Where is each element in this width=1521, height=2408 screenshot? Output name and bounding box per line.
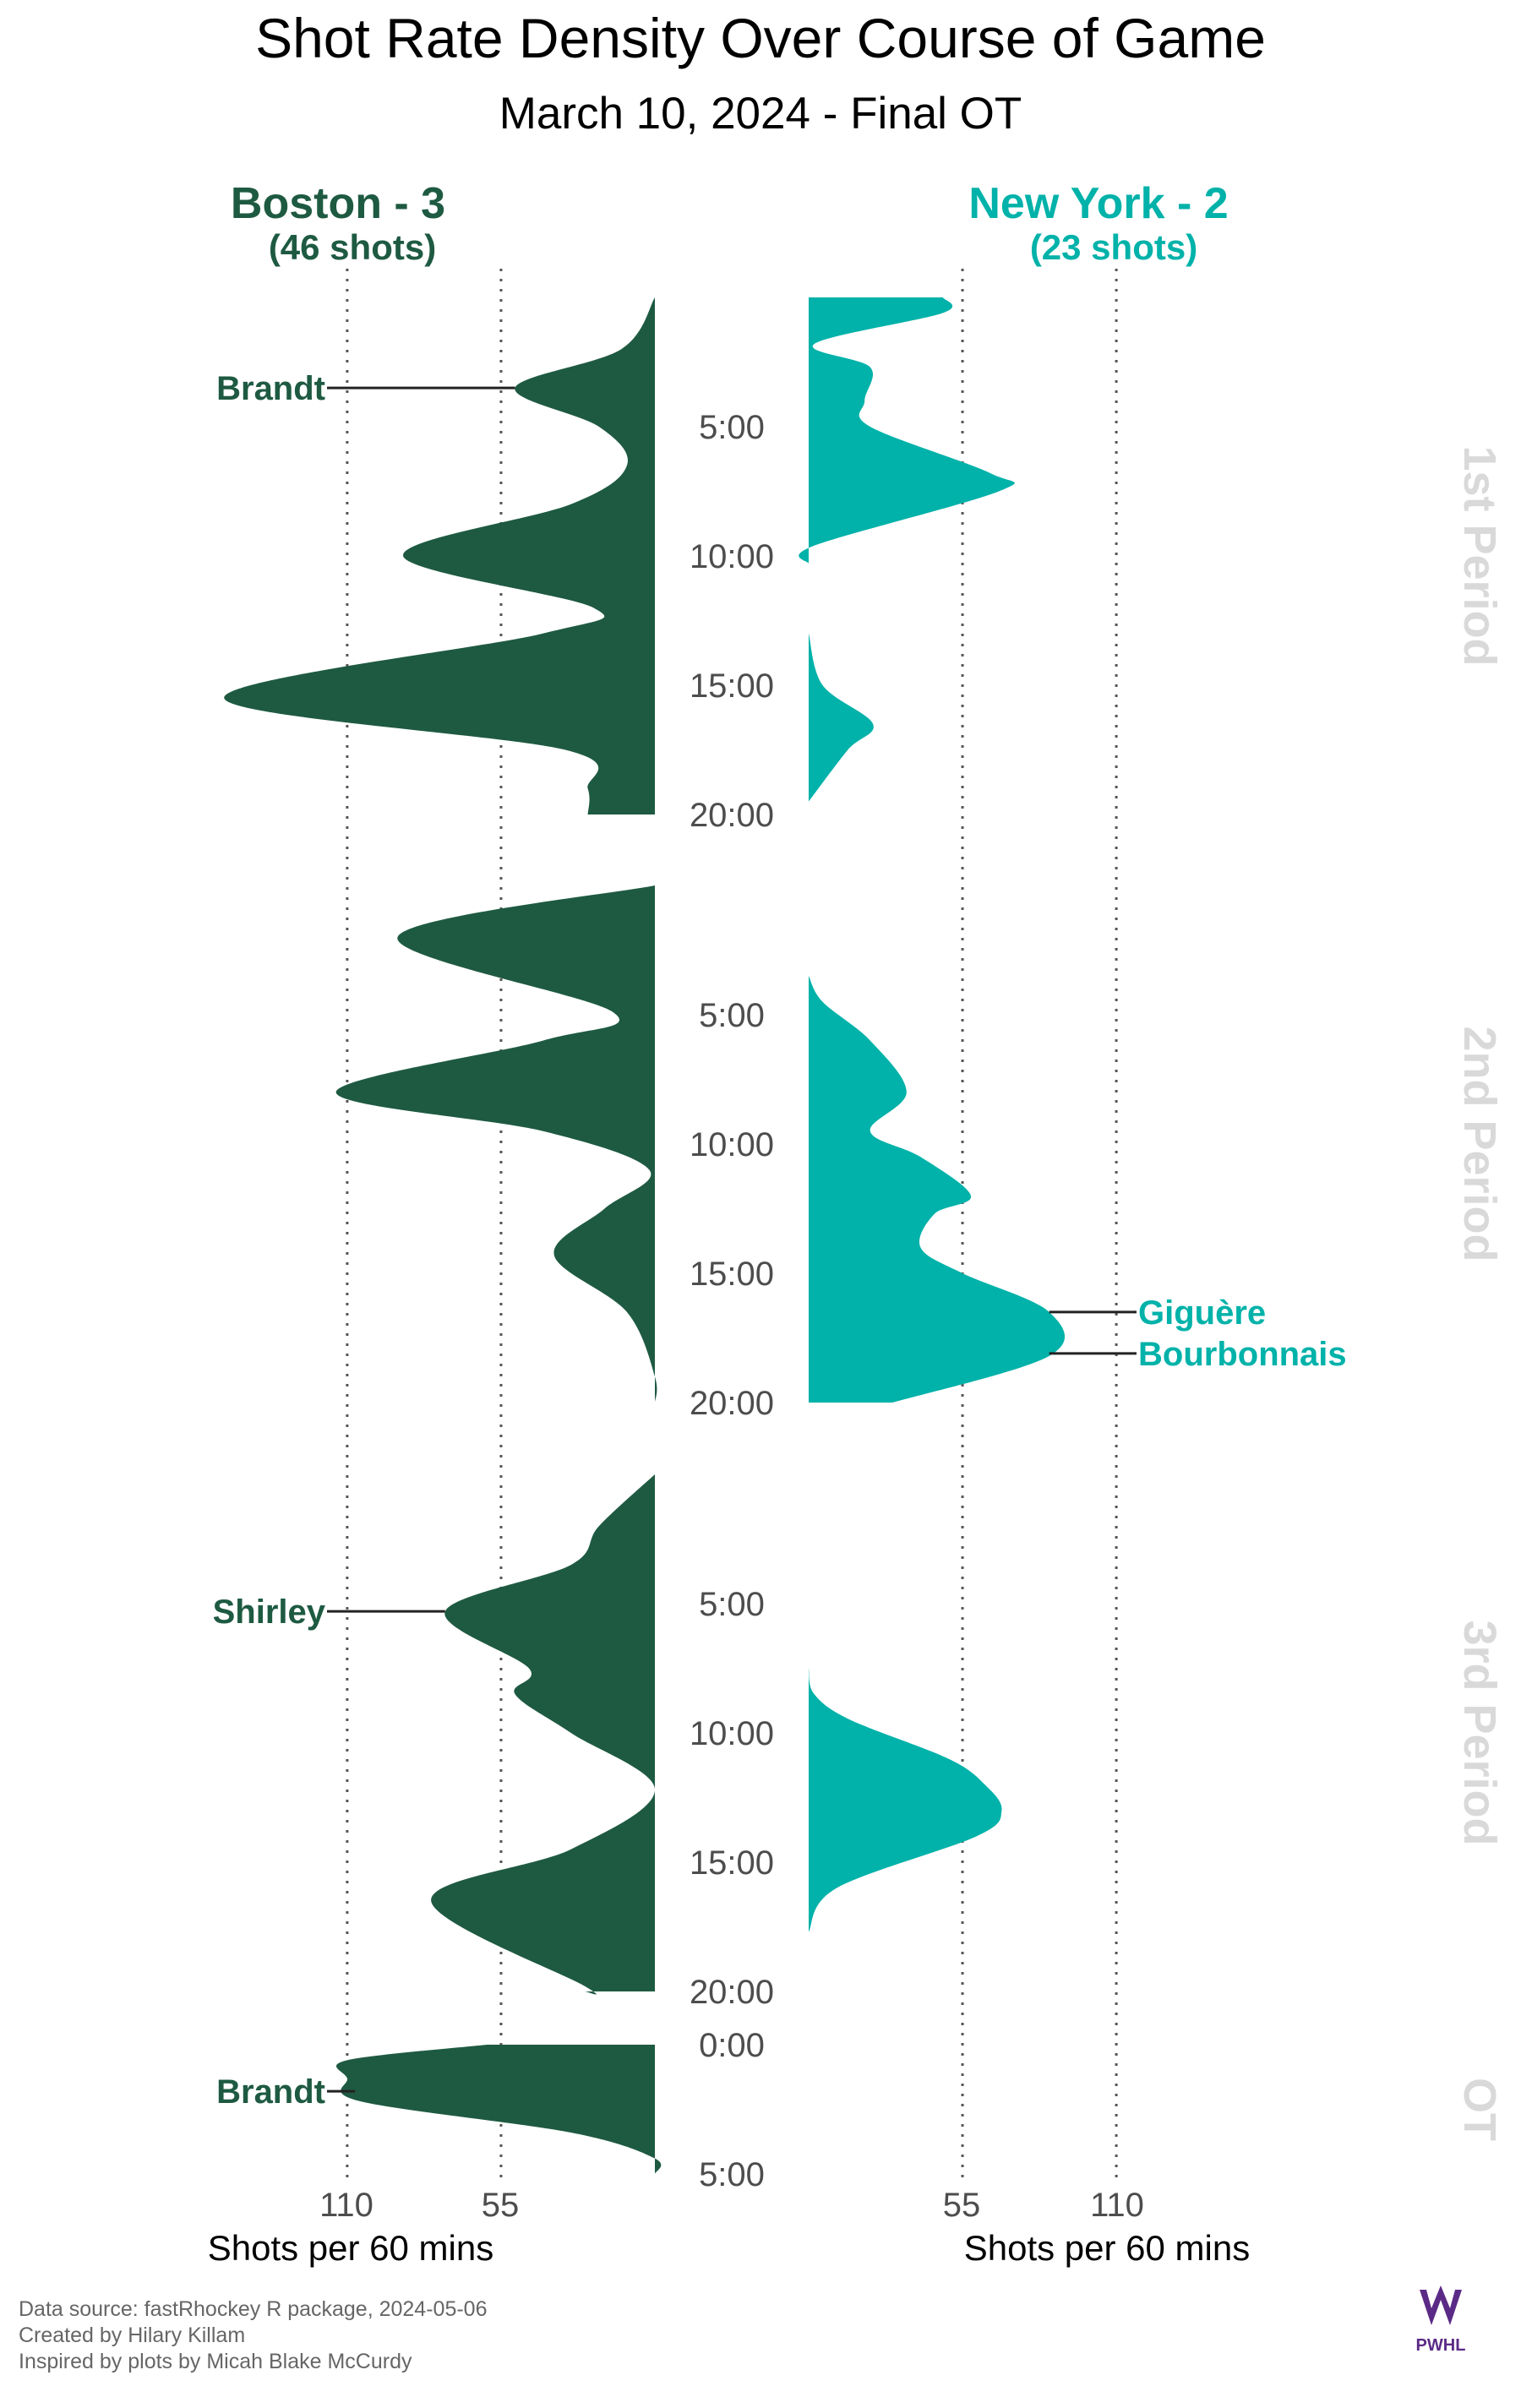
gridlines xyxy=(346,269,1118,2180)
scorer-label-brandt: Brandt xyxy=(216,370,325,407)
x-tick-left-55: 55 xyxy=(482,2187,520,2224)
density-new-york-3rd-period xyxy=(809,1668,1002,1932)
time-label-1st-period-15-00: 15:00 xyxy=(690,667,774,705)
chart-subtitle: March 10, 2024 - Final OT xyxy=(499,89,1022,139)
time-label-2nd-period-10-00: 10:00 xyxy=(690,1126,774,1163)
time-label-ot-5-00: 5:00 xyxy=(699,2156,765,2193)
density-new-york-1st-period-1 xyxy=(799,297,1015,564)
time-label-1st-period-10-00: 10:00 xyxy=(690,538,774,575)
period-label-3rd-period: 3rd Period xyxy=(1454,1620,1505,1845)
x-tick-right-55: 55 xyxy=(943,2187,981,2224)
time-label-1st-period-5-00: 5:00 xyxy=(699,409,765,446)
density-boston-2nd-period xyxy=(335,885,657,1403)
time-label-ot-0-00: 0:00 xyxy=(699,2027,765,2064)
time-label-3rd-period-5-00: 5:00 xyxy=(699,1586,765,1623)
footer-inspired-by: Inspired by plots by Micah Blake McCurdy xyxy=(19,2350,412,2373)
period-label-2nd-period: 2nd Period xyxy=(1454,1026,1505,1261)
team-shots-new-york: (23 shots) xyxy=(1030,227,1197,267)
density-new-york-2nd-period xyxy=(809,976,1066,1403)
scorer-label-bourbonnais: Bourbonnais xyxy=(1138,1336,1347,1373)
x-axis-label-left: Shots per 60 mins xyxy=(208,2228,494,2268)
scorer-label-gigu-re: Giguère xyxy=(1138,1294,1266,1332)
density-boston-3rd-period xyxy=(431,1474,655,1995)
x-axis-label-right: Shots per 60 mins xyxy=(964,2228,1251,2268)
period-label-1st-period: 1st Period xyxy=(1454,445,1505,666)
x-tick-left-110: 110 xyxy=(319,2187,373,2224)
time-label-1st-period-20-00: 20:00 xyxy=(690,797,774,834)
period-labels: 1st Period 2nd Period 3rd Period OT xyxy=(1454,445,1505,2141)
scorer-label-brandt: Brandt xyxy=(216,2073,325,2111)
time-label-3rd-period-20-00: 20:00 xyxy=(690,1974,774,2011)
time-label-2nd-period-5-00: 5:00 xyxy=(699,997,765,1034)
footer-data-source: Data source: fastRhockey R package, 2024… xyxy=(19,2297,487,2321)
team-name-boston: Boston - 3 xyxy=(231,179,445,228)
footer-created-by: Created by Hilary Killam xyxy=(19,2324,245,2347)
time-label-2nd-period-15-00: 15:00 xyxy=(690,1256,774,1293)
period-label-ot: OT xyxy=(1454,2078,1505,2141)
scorer-annotations: Brandt Giguère Bourbonnais Shirley Brandt xyxy=(213,370,1347,2111)
pwhl-logo: PWHL xyxy=(1416,2285,1466,2355)
time-labels: 5:00 10:00 15:00 20:00 5:00 10:00 15:00 20:00 5:… xyxy=(690,409,774,2193)
time-label-3rd-period-15-00: 15:00 xyxy=(690,1844,774,1882)
pwhl-logo-mark xyxy=(1420,2285,1462,2325)
density-new-york-1st-period-2 xyxy=(809,633,874,802)
density-boston-1st-period xyxy=(224,297,655,814)
x-tick-right-110: 110 xyxy=(1090,2187,1144,2224)
scorer-label-shirley: Shirley xyxy=(213,1594,326,1631)
density-boston-ot xyxy=(335,2045,662,2174)
team-name-new-york: New York - 2 xyxy=(968,179,1228,228)
time-label-3rd-period-10-00: 10:00 xyxy=(690,1715,774,1752)
team-shots-boston: (46 shots) xyxy=(269,227,436,267)
chart-title: Shot Rate Density Over Course of Game xyxy=(255,7,1266,69)
pwhl-logo-text: PWHL xyxy=(1416,2336,1466,2355)
time-label-2nd-period-20-00: 20:00 xyxy=(690,1385,774,1422)
density-areas xyxy=(224,297,1066,2174)
